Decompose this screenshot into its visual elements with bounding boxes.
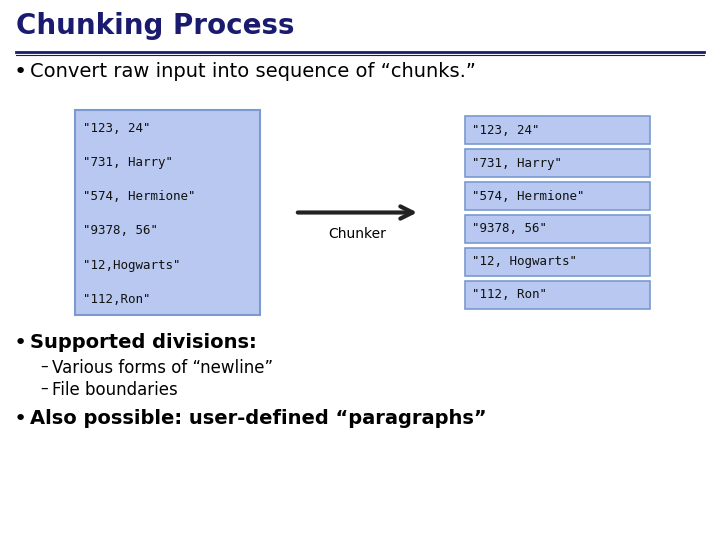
Text: Also possible: user-defined “paragraphs”: Also possible: user-defined “paragraphs” [30,409,487,428]
Text: Convert raw input into sequence of “chunks.”: Convert raw input into sequence of “chun… [30,62,476,81]
FancyBboxPatch shape [465,215,650,243]
FancyBboxPatch shape [465,182,650,210]
Text: "9378, 56": "9378, 56" [472,222,547,235]
Text: "112,Ron": "112,Ron" [83,293,150,306]
FancyBboxPatch shape [465,281,650,309]
Text: "12,Hogwarts": "12,Hogwarts" [83,259,181,272]
FancyBboxPatch shape [465,248,650,276]
Text: Various forms of “newline”: Various forms of “newline” [52,359,273,377]
Text: –: – [40,359,48,374]
Text: –: – [40,381,48,396]
Text: Supported divisions:: Supported divisions: [30,333,257,352]
Text: "574, Hermione": "574, Hermione" [83,190,196,203]
Text: •: • [14,409,27,429]
Text: "123, 24": "123, 24" [472,124,539,137]
Text: "731, Harry": "731, Harry" [83,156,173,169]
Text: "574, Hermione": "574, Hermione" [472,190,585,202]
Text: File boundaries: File boundaries [52,381,178,399]
Text: Chunker: Chunker [328,226,387,240]
Text: "731, Harry": "731, Harry" [472,157,562,170]
FancyBboxPatch shape [465,149,650,177]
Text: •: • [14,62,27,82]
FancyBboxPatch shape [75,110,260,315]
Text: "9378, 56": "9378, 56" [83,225,158,238]
Text: "112, Ron": "112, Ron" [472,288,547,301]
Text: "12, Hogwarts": "12, Hogwarts" [472,255,577,268]
FancyBboxPatch shape [465,116,650,144]
Text: •: • [14,333,27,353]
Text: Chunking Process: Chunking Process [16,12,294,40]
Text: "123, 24": "123, 24" [83,122,150,135]
